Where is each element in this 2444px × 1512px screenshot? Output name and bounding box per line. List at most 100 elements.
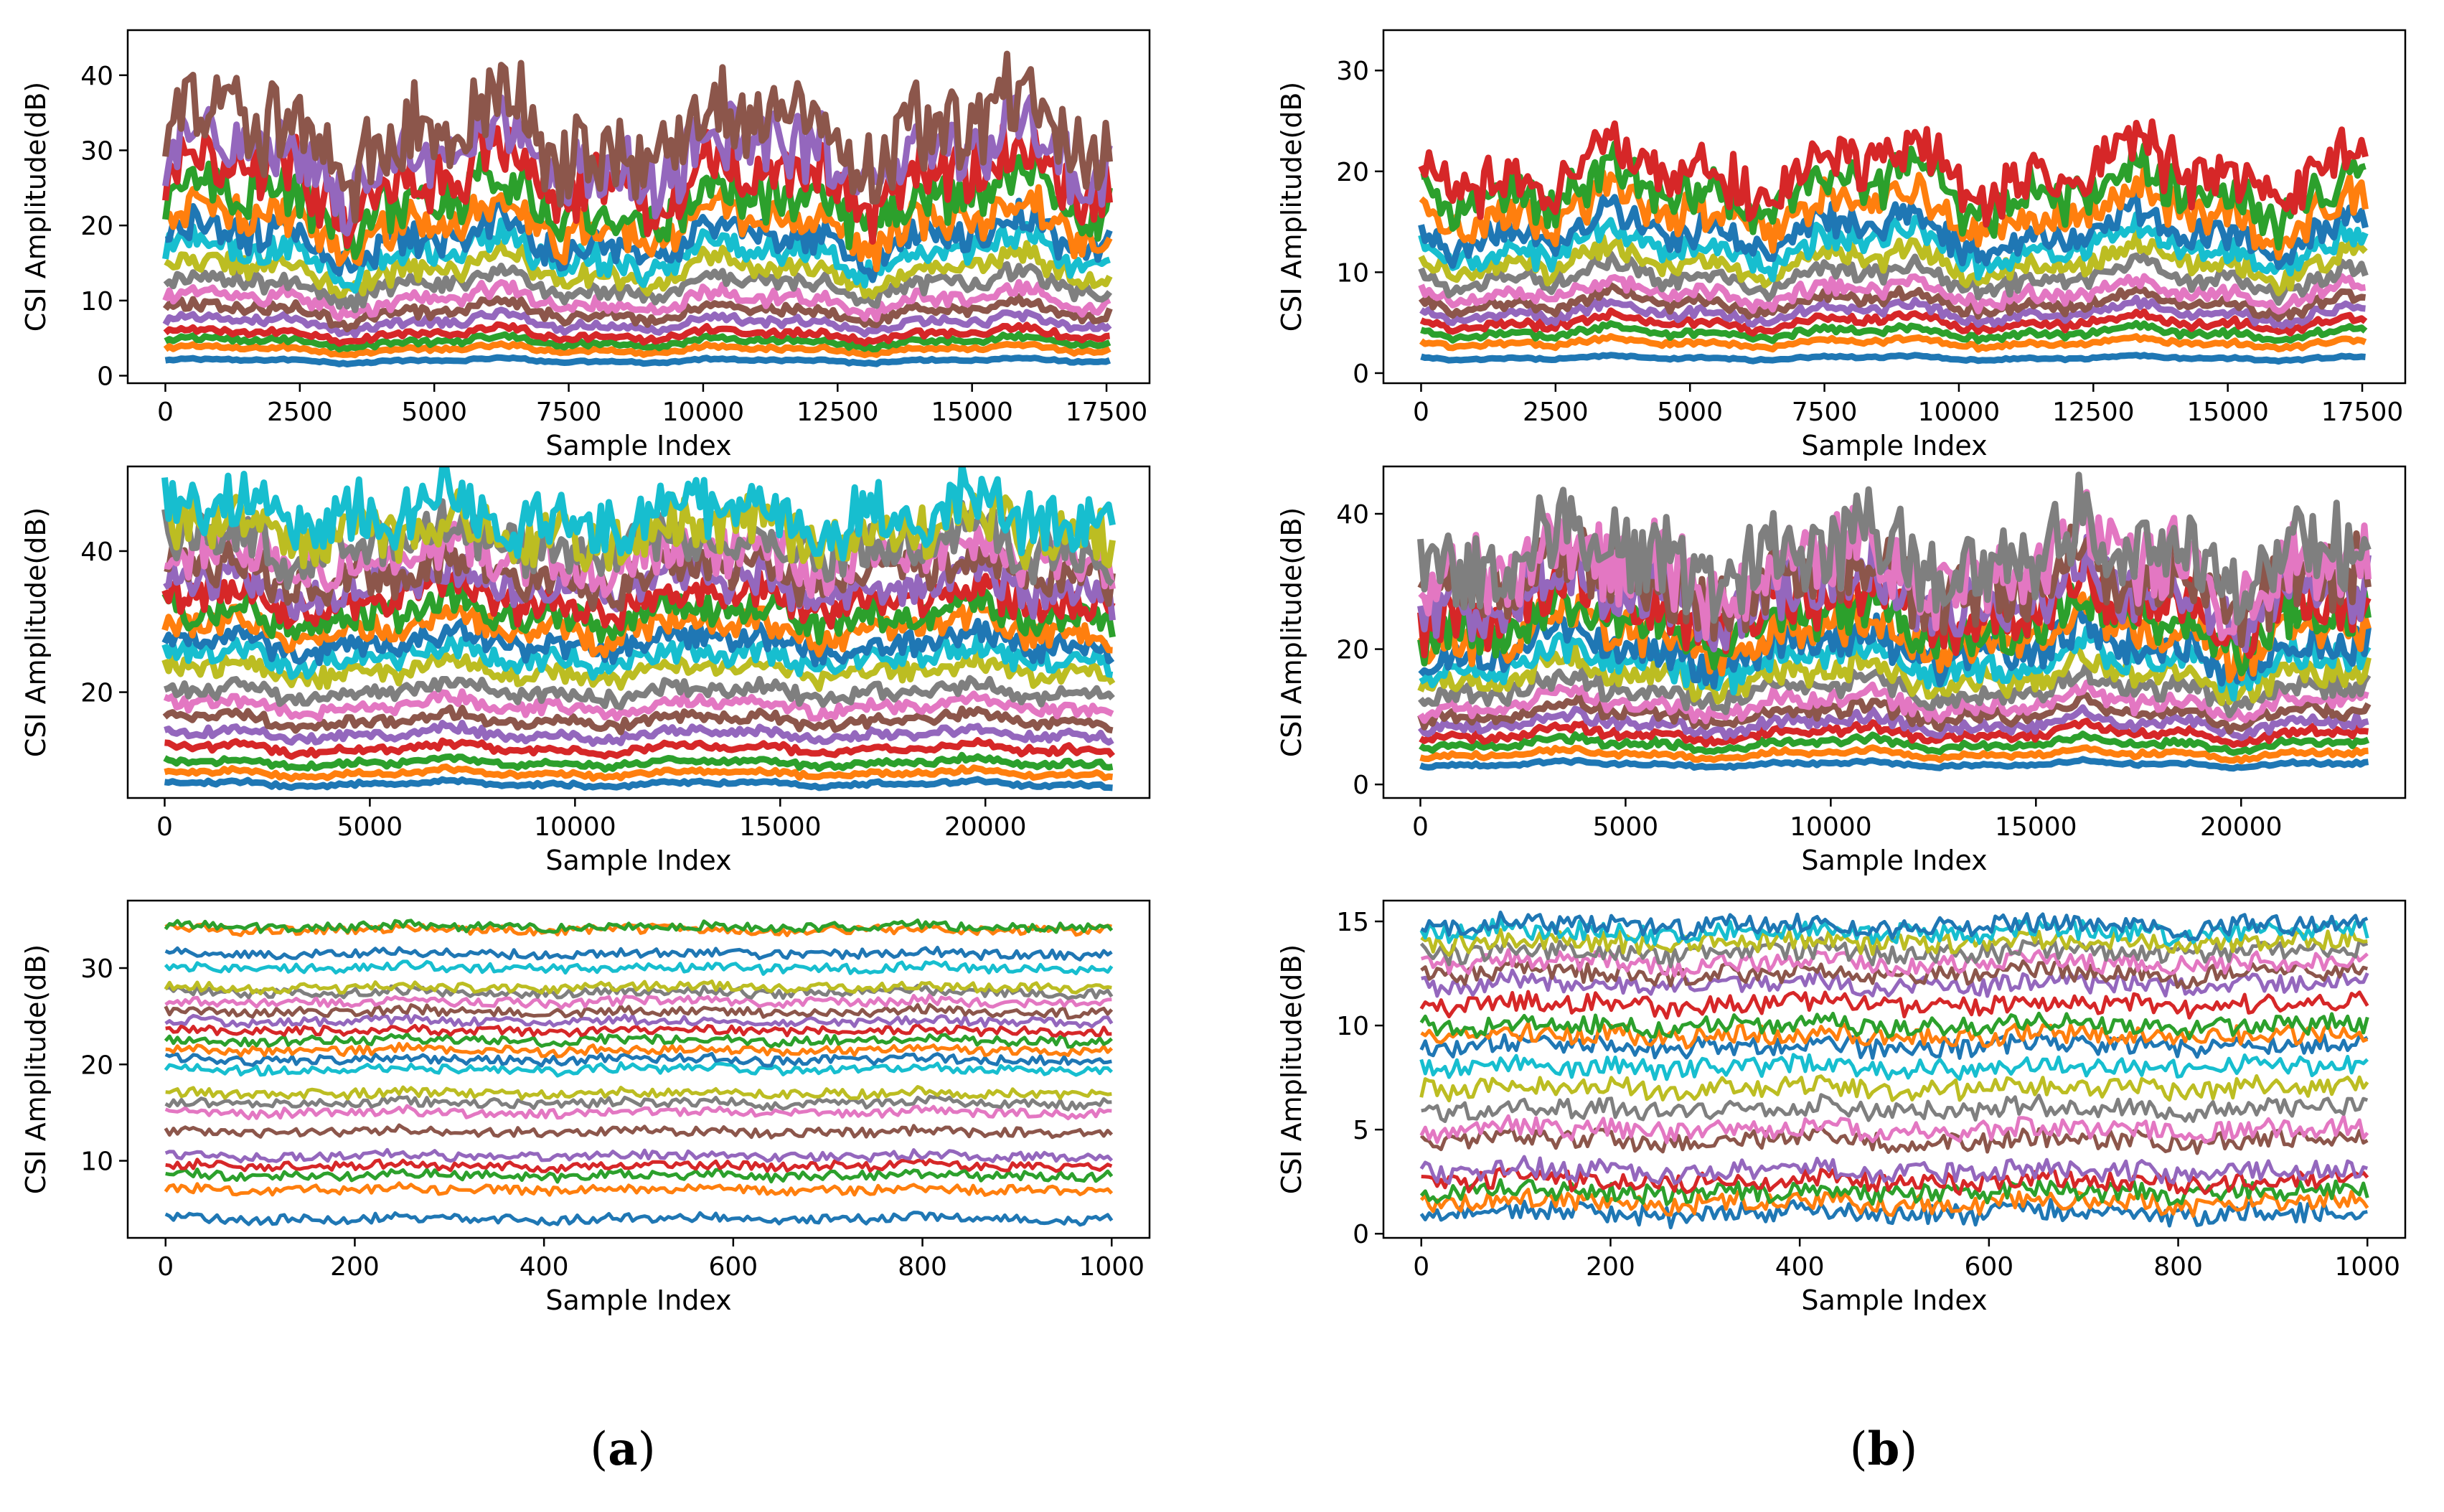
x-axis-label-b2: Sample Index [1801, 845, 1987, 876]
y-tick-label-b3-2: 10 [1336, 1012, 1369, 1041]
series-line-a3-14 [164, 1013, 1114, 1029]
series-group-a2 [161, 466, 1116, 792]
y-axis-label-a3: CSI Amplitude(dB) [20, 944, 52, 1195]
series-line-a1-5 [162, 293, 1113, 333]
series-line-a3-8 [165, 1085, 1112, 1101]
series-line-a1-6 [162, 278, 1111, 323]
series-line-a3-19 [164, 959, 1114, 976]
x-tick-label-a2-1: 5000 [337, 812, 403, 842]
y-axis-label-a1: CSI Amplitude(dB) [20, 82, 52, 332]
x-tick-label-b2-3: 15000 [1995, 812, 2077, 842]
series-line-b3-12 [1419, 1011, 2369, 1041]
series-line-b3-10 [1419, 1031, 2369, 1060]
x-tick-label-b1-3: 7500 [1792, 398, 1858, 427]
series-line-b2-7 [1417, 659, 2372, 718]
y-tick-label-a1-1: 10 [80, 287, 113, 316]
x-tick-label-a1-7: 17500 [1066, 398, 1148, 427]
series-line-a2-19 [161, 466, 1116, 562]
y-tick-label-b2-1: 20 [1336, 636, 1369, 665]
x-tick-label-a1-4: 10000 [662, 398, 745, 427]
series-line-a1-1 [163, 340, 1111, 359]
series-line-b3-6 [1419, 1114, 2369, 1145]
series-line-b3-4 [1419, 1155, 2369, 1185]
x-axis-label-a1: Sample Index [545, 430, 731, 461]
series-line-a1-7 [163, 260, 1113, 314]
x-tick-label-b1-2: 5000 [1657, 398, 1723, 427]
x-tick-label-a1-1: 2500 [267, 398, 333, 427]
x-axis-label-b3: Sample Index [1801, 1285, 1987, 1316]
series-line-a1-2 [164, 331, 1111, 353]
x-tick-label-b3-0: 0 [1413, 1252, 1429, 1282]
y-tick-label-b1-0: 0 [1353, 360, 1369, 389]
series-line-b2-4 [1417, 704, 2369, 741]
x-tick-label-a2-4: 20000 [944, 812, 1027, 842]
series-line-a2-3 [164, 737, 1115, 760]
series-line-a3-22 [164, 918, 1114, 934]
series-line-b3-14 [1421, 967, 2369, 998]
series-line-b1-2 [1420, 319, 2368, 344]
series-line-a1-11 [164, 184, 1113, 273]
y-tick-label-b2-2: 40 [1336, 500, 1369, 530]
series-line-b1-7 [1418, 250, 2369, 306]
x-tick-label-b2-0: 0 [1412, 812, 1429, 842]
series-line-a1-0 [164, 354, 1111, 367]
series-line-b1-1 [1419, 333, 2367, 353]
caption-b-open: ( [1849, 1423, 1868, 1476]
x-tick-label-a2-2: 10000 [534, 812, 616, 842]
x-tick-label-b2-1: 5000 [1593, 812, 1659, 842]
x-tick-label-a3-4: 800 [898, 1252, 947, 1282]
plot-frame-a3 [126, 899, 1151, 1239]
series-group-b2 [1417, 471, 2372, 772]
series-line-b3-1 [1419, 1188, 2369, 1218]
series-group-b3 [1419, 910, 2369, 1230]
series-line-a2-8 [161, 647, 1116, 692]
x-tick-label-b3-1: 200 [1586, 1252, 1635, 1282]
series-line-a3-16 [164, 993, 1112, 1010]
series-group-a3 [164, 918, 1114, 1227]
chart-b2: 0 5000 10000 15000 20000 0 20 40 Sample Index CSI… [1276, 465, 2407, 876]
y-tick-label-a3-0: 10 [80, 1147, 113, 1177]
series-line-b1-5 [1418, 282, 2367, 322]
x-tick-label-b2-2: 10000 [1790, 812, 1872, 842]
x-axis-label-a3: Sample Index [545, 1285, 731, 1316]
x-tick-label-a1-6: 15000 [931, 398, 1013, 427]
y-tick-label-a2-1: 40 [80, 537, 113, 567]
caption-b-close: ) [1899, 1423, 1918, 1476]
series-line-a3-2 [165, 1168, 1114, 1184]
series-line-b3-17 [1419, 936, 2369, 969]
x-tick-label-a1-0: 0 [157, 398, 174, 427]
x-tick-label-b3-4: 800 [2153, 1252, 2203, 1282]
series-line-b2-0 [1419, 756, 2369, 772]
x-tick-label-b3-2: 400 [1775, 1252, 1825, 1282]
y-tick-label-a3-1: 20 [80, 1051, 113, 1080]
y-tick-label-a1-3: 30 [80, 136, 113, 166]
x-tick-label-a3-0: 0 [157, 1252, 174, 1282]
y-tick-label-b3-0: 0 [1353, 1220, 1369, 1249]
series-line-a3-12 [164, 1032, 1113, 1049]
series-group-b1 [1418, 118, 2369, 365]
series-line-b1-10 [1418, 189, 2369, 271]
series-line-b1-3 [1419, 307, 2368, 337]
series-line-b2-2 [1419, 731, 2370, 756]
x-tick-label-a2-0: 0 [156, 812, 173, 842]
series-line-a2-5 [162, 704, 1114, 736]
series-line-a1-15 [162, 50, 1113, 224]
x-tick-label-a3-2: 400 [520, 1252, 569, 1282]
series-line-a2-2 [163, 751, 1114, 773]
x-tick-label-b1-6: 15000 [2186, 398, 2269, 427]
x-tick-label-a3-3: 600 [708, 1252, 758, 1282]
y-tick-label-a3-2: 30 [80, 954, 113, 984]
x-tick-label-b2-4: 20000 [2200, 812, 2283, 842]
y-tick-label-b3-1: 5 [1353, 1116, 1369, 1145]
x-tick-label-b1-1: 2500 [1523, 398, 1589, 427]
x-axis-label-b1: Sample Index [1801, 430, 1987, 461]
y-tick-label-b1-3: 30 [1336, 57, 1369, 86]
series-line-a3-6 [164, 1104, 1112, 1121]
series-line-b2-17 [1417, 471, 2372, 626]
caption-b: (b) [1812, 1422, 1955, 1476]
x-tick-label-b1-5: 12500 [2052, 398, 2135, 427]
series-line-a3-18 [164, 979, 1112, 995]
series-line-a2-11 [161, 597, 1113, 659]
series-line-b2-8 [1417, 643, 2372, 706]
